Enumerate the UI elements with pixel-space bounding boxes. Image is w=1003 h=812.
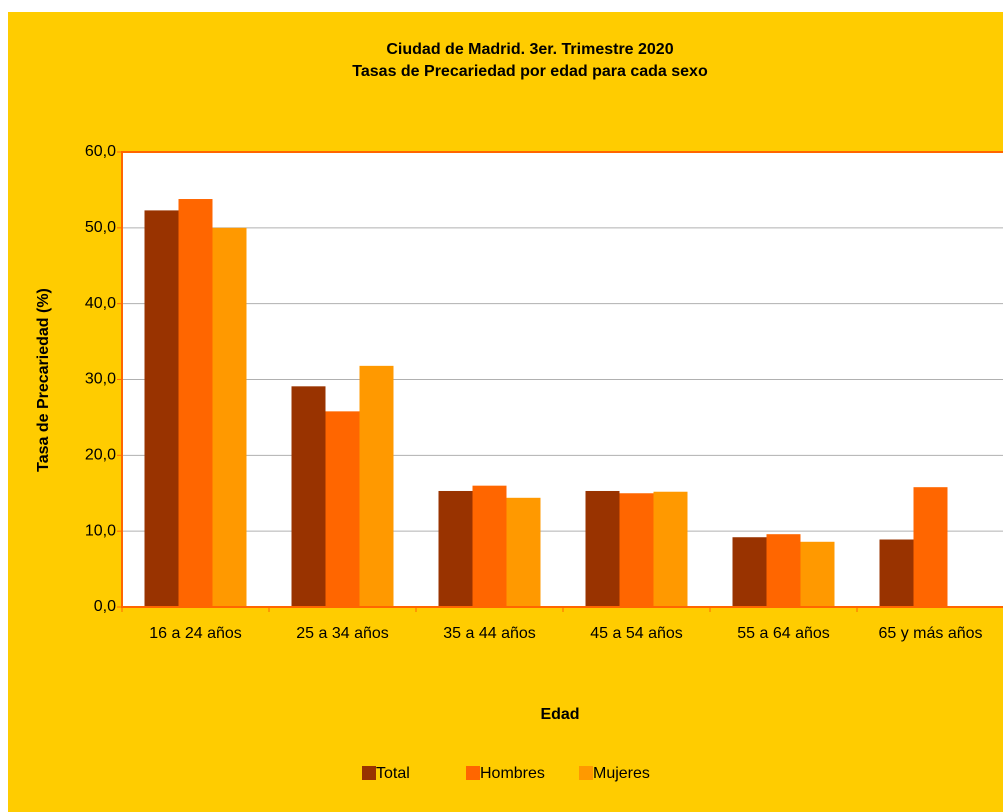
bar xyxy=(585,490,620,607)
bar xyxy=(619,493,654,607)
x-axis-label: Edad xyxy=(540,706,579,723)
bar xyxy=(291,386,326,607)
legend-label: Hombres xyxy=(480,765,545,782)
x-tick-label: 55 a 64 años xyxy=(737,625,830,642)
bar xyxy=(506,497,541,607)
bar xyxy=(732,537,767,607)
y-tick-label: 50,0 xyxy=(85,219,116,236)
bar xyxy=(653,491,688,607)
y-tick-label: 60,0 xyxy=(85,143,116,160)
legend-swatch xyxy=(579,766,593,780)
legend-swatch xyxy=(362,766,376,780)
bar xyxy=(766,534,801,607)
bar xyxy=(913,487,948,607)
legend-label: Total xyxy=(376,765,410,782)
y-tick-label: 40,0 xyxy=(85,295,116,312)
x-tick-label: 25 a 34 años xyxy=(296,625,389,642)
bar xyxy=(212,227,247,608)
x-tick-label: 45 a 54 años xyxy=(590,625,683,642)
chart-subtitle: Tasas de Precariedad por edad para cada … xyxy=(352,63,708,80)
plot-border xyxy=(121,151,1003,608)
legend-label: Mujeres xyxy=(593,765,650,782)
x-tick-label: 65 y más años xyxy=(878,625,982,642)
bar xyxy=(144,210,179,607)
y-tick-label: 0,0 xyxy=(94,598,116,615)
y-tick-label: 10,0 xyxy=(85,522,116,539)
y-tick-label: 20,0 xyxy=(85,447,116,464)
bar xyxy=(178,199,213,607)
bar xyxy=(325,411,360,607)
bar xyxy=(879,539,914,607)
y-axis-label: Tasa de Precariedad (%) xyxy=(35,288,52,472)
bar xyxy=(800,541,835,607)
y-tick-label: 30,0 xyxy=(85,371,116,388)
x-tick-label: 16 a 24 años xyxy=(149,625,242,642)
bar xyxy=(472,485,507,607)
bar xyxy=(438,490,473,607)
x-tick-label: 35 a 44 años xyxy=(443,625,536,642)
legend-swatch xyxy=(466,766,480,780)
bar xyxy=(359,365,394,607)
chart-title: Ciudad de Madrid. 3er. Trimestre 2020 xyxy=(386,41,673,58)
